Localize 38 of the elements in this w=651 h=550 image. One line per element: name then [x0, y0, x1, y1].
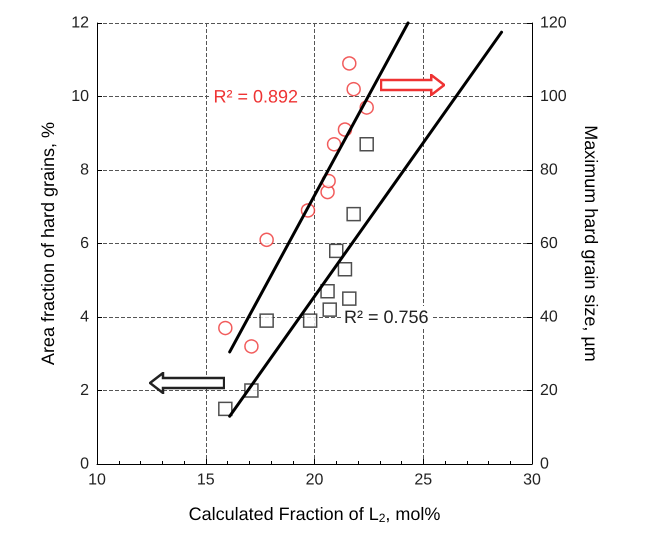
y-tick-label: 10 [71, 88, 90, 105]
y-tick-label: 6 [80, 235, 90, 252]
y-tick-label: 2 [80, 382, 90, 399]
annotation: R² = 0.756 [344, 307, 429, 327]
y2-tick-label: 40 [540, 308, 558, 326]
y2-tick-label: 60 [540, 235, 558, 252]
x-tick-label: 20 [306, 472, 324, 488]
point [302, 313, 318, 328]
x-tick-label: 30 [523, 472, 541, 488]
point [320, 284, 335, 299]
y-tick-label: 0 [80, 456, 90, 472]
y2-tick-label: 20 [540, 382, 558, 399]
annotation: R² = 0.892 [213, 86, 298, 106]
x-tick-label: 15 [196, 472, 215, 488]
point [218, 320, 233, 336]
point [359, 137, 374, 152]
point [329, 244, 344, 258]
point [326, 137, 342, 152]
y2-tick-label: 100 [540, 88, 567, 105]
y2-tick-label: 80 [540, 162, 558, 178]
y-axis-title: Area fraction of hard grains, % [38, 122, 58, 366]
point [218, 402, 233, 416]
point [338, 262, 352, 276]
point [322, 302, 337, 317]
point [342, 56, 357, 71]
point [342, 291, 357, 306]
point [259, 232, 274, 248]
y2-tick-label: 0 [540, 456, 549, 472]
point [259, 313, 274, 328]
y-tick-label: 4 [80, 308, 90, 326]
point [346, 82, 361, 96]
y2-tick-label: 120 [540, 14, 567, 32]
point [244, 339, 259, 354]
y-tick-label: 8 [80, 162, 90, 178]
x-tick-label: 25 [414, 472, 432, 488]
y-tick-label: 12 [71, 14, 90, 32]
point [346, 206, 361, 222]
y2-axis-title: Maximum hard grain size, µm [581, 125, 601, 362]
